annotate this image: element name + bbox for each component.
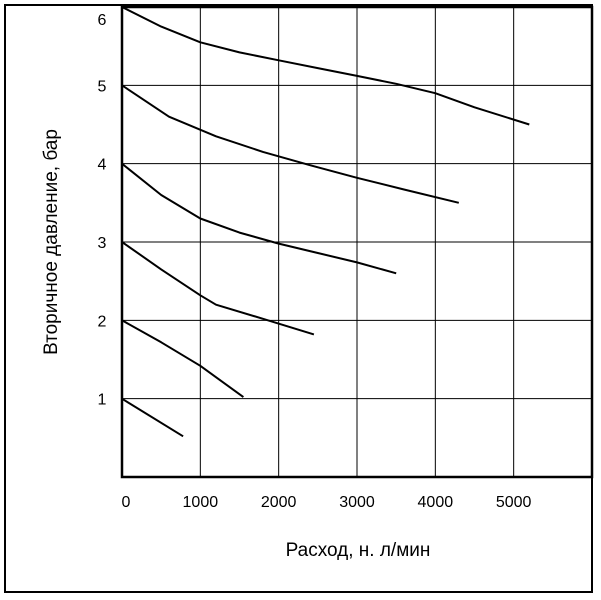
y-tick-label: 3: [98, 235, 107, 252]
series-line-5: [121, 319, 244, 398]
x-tick-label: 5000: [496, 494, 532, 511]
x-tick-labels: 0 1000 2000 3000 4000 5000: [122, 494, 532, 511]
y-tick-label: 1: [98, 392, 107, 409]
series-line-2: [121, 84, 460, 204]
series-line-3: [121, 162, 397, 275]
y-tick-label: 4: [98, 157, 107, 174]
y-tick-label: 6: [98, 12, 107, 29]
grid: [122, 7, 592, 477]
x-tick-label: 2000: [261, 494, 297, 511]
series-line-6: [121, 397, 184, 438]
chart-frame: [4, 4, 593, 593]
x-tick-label: 1000: [183, 494, 219, 511]
x-axis-label: Расход, н. л/мин: [286, 540, 431, 561]
y-tick-label: 2: [98, 313, 107, 330]
x-tick-label: 3000: [339, 494, 375, 511]
y-tick-labels: 1 2 3 4 5 6: [98, 12, 107, 409]
x-tick-label: 4000: [418, 494, 454, 511]
series-line-4: [121, 241, 315, 336]
x-tick-label: 0: [122, 494, 131, 511]
y-tick-label: 5: [98, 78, 107, 95]
series-line-1: [121, 6, 530, 126]
series-lines: [121, 6, 530, 438]
y-axis-label: Вторичное давление, бар: [41, 129, 62, 355]
